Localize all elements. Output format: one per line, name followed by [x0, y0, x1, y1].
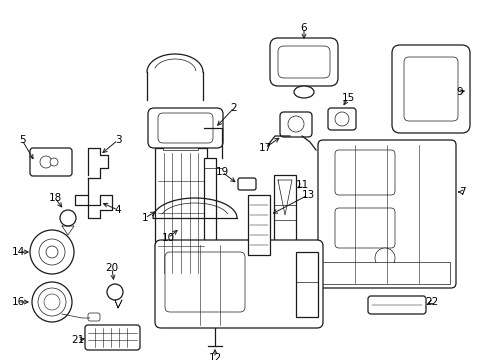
Text: 21: 21	[71, 335, 84, 345]
Text: 5: 5	[19, 135, 25, 145]
FancyBboxPatch shape	[278, 46, 329, 78]
Circle shape	[107, 284, 123, 300]
FancyBboxPatch shape	[85, 325, 140, 350]
Text: 16: 16	[11, 297, 24, 307]
FancyBboxPatch shape	[334, 208, 394, 248]
Text: 7: 7	[458, 187, 465, 197]
FancyBboxPatch shape	[155, 240, 323, 328]
FancyBboxPatch shape	[269, 38, 337, 86]
FancyBboxPatch shape	[158, 113, 213, 143]
FancyBboxPatch shape	[327, 108, 355, 130]
Circle shape	[40, 156, 52, 168]
Text: 13: 13	[301, 190, 314, 200]
Text: 3: 3	[115, 135, 121, 145]
Text: 18: 18	[48, 193, 61, 203]
Circle shape	[39, 239, 65, 265]
Text: 14: 14	[11, 247, 24, 257]
Text: 22: 22	[425, 297, 438, 307]
Text: 4: 4	[115, 205, 121, 215]
Bar	[155, 148, 206, 278]
Circle shape	[46, 246, 58, 258]
Text: 2: 2	[230, 103, 237, 113]
FancyBboxPatch shape	[391, 45, 469, 133]
Ellipse shape	[293, 86, 313, 98]
Circle shape	[334, 112, 348, 126]
Bar	[247, 195, 269, 255]
FancyBboxPatch shape	[148, 108, 223, 148]
Text: 19: 19	[215, 167, 228, 177]
Bar	[203, 158, 216, 268]
FancyBboxPatch shape	[30, 148, 72, 176]
Bar	[273, 175, 295, 245]
Text: 1: 1	[142, 213, 148, 223]
FancyBboxPatch shape	[317, 140, 455, 288]
FancyBboxPatch shape	[164, 252, 244, 312]
Bar	[319, 262, 449, 284]
Circle shape	[32, 282, 72, 322]
Text: 6: 6	[300, 23, 306, 33]
FancyBboxPatch shape	[367, 296, 425, 314]
Text: 12: 12	[208, 353, 221, 360]
Bar	[295, 252, 317, 317]
Circle shape	[30, 230, 74, 274]
Circle shape	[374, 248, 394, 268]
Circle shape	[287, 116, 304, 132]
FancyBboxPatch shape	[403, 57, 457, 121]
FancyBboxPatch shape	[280, 112, 311, 137]
Bar	[163, 140, 198, 150]
FancyBboxPatch shape	[238, 178, 256, 190]
Circle shape	[50, 158, 58, 166]
Circle shape	[44, 294, 60, 310]
FancyBboxPatch shape	[88, 313, 100, 321]
Text: 20: 20	[105, 263, 118, 273]
Text: 10: 10	[161, 233, 174, 243]
Text: 15: 15	[341, 93, 354, 103]
Circle shape	[60, 210, 76, 226]
Circle shape	[38, 288, 66, 316]
Text: 17: 17	[258, 143, 271, 153]
FancyBboxPatch shape	[334, 150, 394, 195]
Text: 9: 9	[456, 87, 462, 97]
Text: 11: 11	[295, 180, 308, 190]
